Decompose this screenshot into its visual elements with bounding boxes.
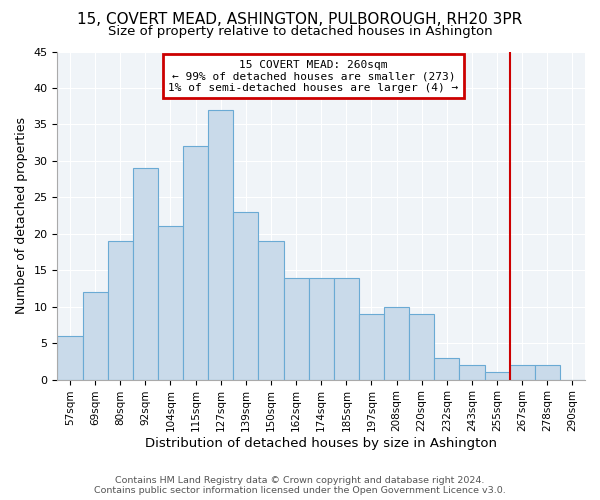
Bar <box>384 306 409 380</box>
Text: Contains HM Land Registry data © Crown copyright and database right 2024.
Contai: Contains HM Land Registry data © Crown c… <box>94 476 506 495</box>
Bar <box>208 110 233 380</box>
Text: 15 COVERT MEAD: 260sqm
← 99% of detached houses are smaller (273)
1% of semi-det: 15 COVERT MEAD: 260sqm ← 99% of detached… <box>168 60 458 93</box>
Bar <box>107 241 133 380</box>
Bar <box>83 292 107 380</box>
Bar <box>133 168 158 380</box>
Bar <box>359 314 384 380</box>
Bar <box>308 278 334 380</box>
Bar <box>535 365 560 380</box>
Bar <box>509 365 535 380</box>
Bar <box>434 358 460 380</box>
X-axis label: Distribution of detached houses by size in Ashington: Distribution of detached houses by size … <box>145 437 497 450</box>
Text: 15, COVERT MEAD, ASHINGTON, PULBOROUGH, RH20 3PR: 15, COVERT MEAD, ASHINGTON, PULBOROUGH, … <box>77 12 523 28</box>
Text: Size of property relative to detached houses in Ashington: Size of property relative to detached ho… <box>107 25 493 38</box>
Bar <box>460 365 485 380</box>
Bar <box>409 314 434 380</box>
Bar <box>284 278 308 380</box>
Bar <box>183 146 208 380</box>
Bar <box>158 226 183 380</box>
Bar <box>58 336 83 380</box>
Bar <box>334 278 359 380</box>
Bar <box>259 241 284 380</box>
Bar <box>485 372 509 380</box>
Y-axis label: Number of detached properties: Number of detached properties <box>15 117 28 314</box>
Bar <box>233 212 259 380</box>
